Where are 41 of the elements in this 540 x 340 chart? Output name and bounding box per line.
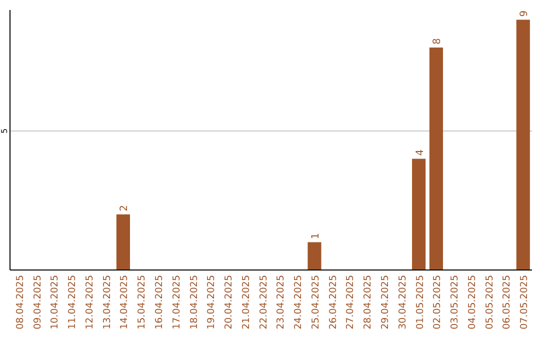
y-tick-label: 5 [0,128,9,134]
x-tick-label: 17.04.2025 [171,275,182,330]
x-tick-label: 03.05.2025 [450,275,461,330]
x-tick-label: 25.04.2025 [310,275,322,330]
x-tick-label: 22.04.2025 [258,275,270,330]
bar [308,242,322,270]
bar [412,158,426,270]
x-tick-label: 13.04.2025 [102,275,113,330]
x-tick-label: 07.05.2025 [519,275,530,330]
x-tick-label: 20.04.2025 [224,275,235,330]
data-label: 2 [119,205,130,212]
x-tick-label: 18.04.2025 [188,275,200,330]
x-tick-label: 01.05.2025 [414,275,426,330]
x-tick-label: 30.04.2025 [397,275,408,330]
data-label: 4 [414,149,426,156]
x-tick-label: 29.04.2025 [380,275,392,330]
x-tick-label: 23.04.2025 [276,275,287,330]
x-tick-label: 12.04.2025 [84,275,96,330]
x-tick-label: 02.05.2025 [432,275,444,330]
x-tick-label: 16.04.2025 [154,275,165,330]
bar [116,214,130,270]
x-tick-label: 06.05.2025 [502,275,513,330]
x-tick-label: 10.04.2025 [50,275,61,330]
x-tick-label: 27.04.2025 [345,275,356,330]
data-label: 8 [432,38,444,45]
x-tick-label: 15.04.2025 [136,275,148,330]
bar [516,20,530,270]
x-tick-label: 26.04.2025 [328,275,339,330]
x-tick-label: 08.04.2025 [14,275,26,330]
x-tick-label: 21.04.2025 [240,275,252,330]
data-label: 1 [310,232,322,240]
x-tick-label: 04.05.2025 [466,275,478,330]
x-tick-label: 05.05.2025 [484,275,496,330]
x-tick-label: 24.04.2025 [293,275,304,330]
data-label: 9 [519,10,530,17]
x-tick-label: 11.04.2025 [67,275,78,330]
x-tick-label: 14.04.2025 [119,275,130,330]
x-tick-label: 19.04.2025 [206,275,218,330]
bar [429,48,443,270]
x-tick-label: 28.04.2025 [362,275,374,330]
x-tick-label: 09.04.2025 [32,275,44,330]
